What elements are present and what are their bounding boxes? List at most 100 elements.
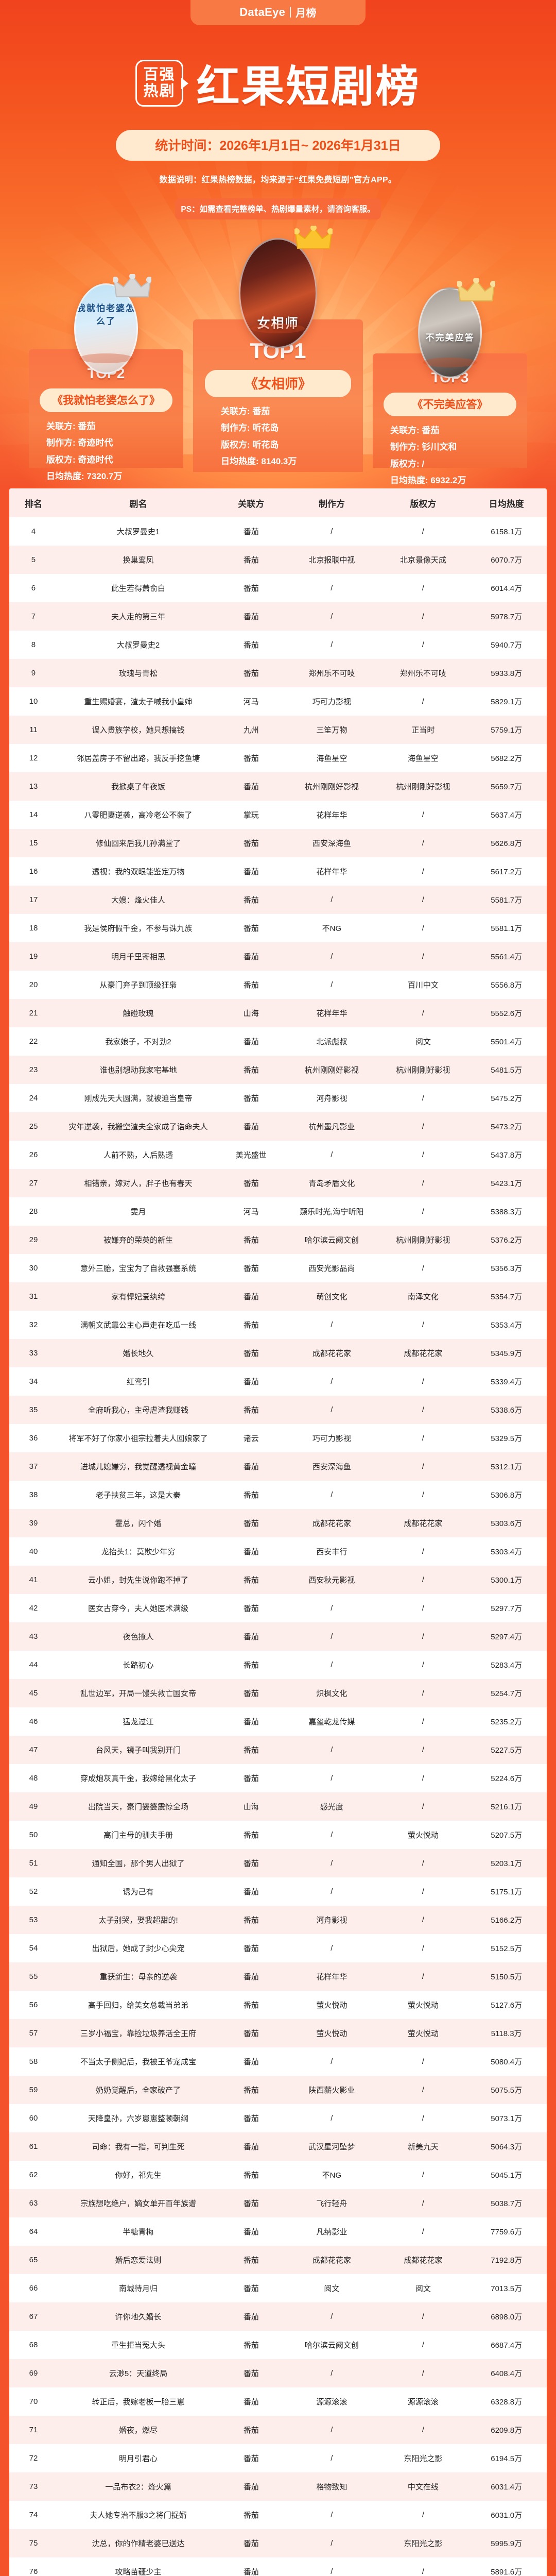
cell-copyright: /	[422, 810, 424, 819]
cell-producer: 花样年华	[316, 811, 348, 820]
cell-rank: 6	[31, 584, 36, 592]
cell-rank: 25	[29, 1122, 38, 1131]
table-row: 9 玫瑰与青松 番茄 郑州乐不可吱 郑州乐不可吱 5933.8万	[9, 659, 547, 687]
cell-producer: 杭州刚刚好影视	[304, 1066, 359, 1075]
cell-producer: 嘉玺乾龙传媒	[308, 1718, 355, 1726]
cell-rank: 10	[29, 697, 38, 706]
cell-producer: 西安深海鱼	[312, 839, 351, 848]
cell-heat: 5038.7万	[491, 2199, 523, 2208]
cell-rank: 35	[29, 1405, 38, 1414]
cell-rank: 51	[29, 1859, 38, 1868]
cell-rank: 76	[29, 2567, 38, 2576]
table-header-row: 排名 剧名 关联方 制作方 版权方 日均热度	[9, 488, 547, 517]
cell-rank: 41	[29, 1575, 38, 1584]
cell-producer: 西安秋元影视	[308, 1576, 355, 1585]
top3-producer: 制作方: 钐川文和	[390, 442, 457, 452]
cell-rank: 49	[29, 1802, 38, 1811]
cell-producer: 成都花花家	[312, 1349, 351, 1358]
table-row: 50 高门主母的驯夫手册 番茄 / 萤火悦动 5207.5万	[9, 1821, 547, 1849]
cell-related: 番茄	[243, 1746, 259, 1755]
cell-producer: /	[331, 2057, 333, 2066]
cell-rank: 30	[29, 1264, 38, 1273]
cell-related: 番茄	[243, 2256, 259, 2265]
cell-related: 番茄	[243, 868, 259, 876]
cell-producer: /	[331, 1745, 333, 1754]
cell-heat: 5166.2万	[491, 1916, 523, 1925]
cell-rank: 68	[29, 2341, 38, 2349]
cell-related: 番茄	[243, 2483, 259, 2492]
cell-copyright: /	[422, 1575, 424, 1584]
cell-copyright: 成都花花家	[404, 1519, 443, 1528]
cell-heat: 5617.2万	[491, 868, 523, 876]
cell-name: 婚夜，燃尽	[119, 2426, 158, 2435]
cell-related: 番茄	[243, 1973, 259, 1981]
table-row: 11 误入贵族学校，她只想搞钱 九州 三笙万物 正当时 5759.1万	[9, 716, 547, 744]
cell-related: 番茄	[243, 1378, 259, 1386]
cell-related: 番茄	[243, 2511, 259, 2520]
cell-heat: 5829.1万	[491, 698, 523, 706]
cell-name: 长路初心	[123, 1661, 154, 1670]
top3-meta: 关联方: 番茄 制作方: 钐川文和 版权方: / 日均热度: 6932.2万	[373, 422, 527, 488]
cell-producer: 巧可力影视	[312, 698, 351, 706]
cell-copyright: /	[422, 1916, 424, 1924]
cell-name: 南城待月归	[119, 2284, 158, 2293]
table-row: 51 通知全国，那个男人出狱了 番茄 / / 5203.1万	[9, 1849, 547, 1877]
cell-heat: 5303.6万	[491, 1519, 523, 1528]
cell-rank: 11	[29, 725, 38, 734]
cell-name: 高手回归，给美女总裁当弟弟	[88, 2001, 189, 2010]
cell-related: 番茄	[243, 1774, 259, 1783]
cell-copyright: /	[422, 1745, 424, 1754]
cell-producer: 炽枫文化	[316, 1689, 348, 1698]
brand-name: DataEye	[239, 5, 286, 19]
cell-producer: /	[331, 1944, 333, 1953]
dataeye-logo: DataEye 月榜	[239, 5, 317, 20]
top2-poster-text: 我就怕老婆怎么了	[77, 303, 135, 326]
table-row: 76 攻略苗疆少主 番茄 / / 5891.6万	[9, 2557, 547, 2576]
cell-heat: 5561.4万	[491, 953, 523, 961]
table-row: 56 高手回归，给美女总裁当弟弟 番茄 萤火悦动 萤火悦动 5127.6万	[9, 1991, 547, 2019]
cell-rank: 32	[29, 1320, 38, 1329]
cell-copyright: 南泽文化	[407, 1293, 439, 1301]
cell-rank: 43	[29, 1632, 38, 1641]
cell-name: 穿成炮灰真千金，我嫁给黑化太子	[80, 1774, 197, 1783]
cell-producer: 巧可力影视	[312, 1434, 351, 1443]
podium-top2: 我就怕老婆怎么了 TOP2 《我就怕老婆怎么了》 关联方: 番茄 制作方: 奇迹…	[24, 274, 188, 481]
cell-heat: 6031.0万	[491, 2511, 523, 2520]
cell-name: 玫瑰与青松	[119, 669, 158, 678]
table-row: 32 满朝文武靠公主心声走在吃瓜一线 番茄 / / 5353.4万	[9, 1311, 547, 1339]
cell-rank: 13	[29, 782, 38, 791]
cell-rank: 48	[29, 1774, 38, 1783]
table-row: 24 刚成先天大圆满，就被迫当皇帝 番茄 河舟影视 / 5475.2万	[9, 1084, 547, 1112]
top3-heat: 日均热度: 6932.2万	[390, 475, 466, 485]
cell-rank: 69	[29, 2369, 38, 2378]
table-body: 4 大叔罗曼史1 番茄 //6158.1万 5 换巢鸾凤 番茄 北京报联中视 北京景像天成 607…	[9, 517, 547, 2576]
cell-related: 番茄	[243, 981, 259, 990]
table-row: 46 猛龙过江 番茄 嘉玺乾龙传媒 / 5235.2万	[9, 1707, 547, 1736]
cell-name: 误入贵族学校，她只想搞钱	[92, 726, 185, 735]
cell-producer: /	[331, 952, 333, 961]
table-row: 15 修仙回来后我儿孙满堂了 番茄 西安深海鱼 / 5626.8万	[9, 829, 547, 857]
cell-rank: 14	[29, 810, 38, 819]
cell-rank: 26	[29, 1150, 38, 1159]
cell-producer: 萤火悦动	[316, 2029, 348, 2038]
table-row: 63 宗族想吃绝户，嫡女单开百年族谱 番茄 飞行轻舟 / 5038.7万	[9, 2189, 547, 2217]
cell-name: 出狱后，她成了封少心尖宠	[92, 1944, 185, 1953]
cell-heat: 6898.0万	[491, 2313, 523, 2321]
cell-heat: 7013.5万	[491, 2284, 523, 2293]
cell-heat: 6328.8万	[491, 2398, 523, 2406]
table-row: 70 转正后，我嫁老板一胎三崽 番茄 源源滚滚 源源滚滚 6328.8万	[9, 2387, 547, 2416]
table-row: 65 婚后恋爱法则 番茄 成都花花家 成都花花家 7192.8万	[9, 2246, 547, 2274]
cell-rank: 31	[29, 1292, 38, 1301]
cell-heat: 6014.4万	[491, 584, 523, 593]
table-row: 38 老子扶贫三年，这是大秦 番茄 / / 5306.8万	[9, 1481, 547, 1509]
source-note: 数据说明：红果热榜数据，均来源于“红果免费短剧”官方APP。	[159, 176, 397, 184]
cell-copyright: /	[422, 1689, 424, 1698]
badge-line-2: 热剧	[143, 83, 176, 99]
cell-heat: 5933.8万	[491, 669, 523, 678]
cell-copyright: 海鱼星空	[407, 754, 439, 763]
cell-heat: 5224.6万	[491, 1774, 523, 1783]
cell-name: 触碰玫瑰	[123, 1009, 154, 1018]
cell-heat: 6408.4万	[491, 2369, 523, 2378]
cell-heat: 5254.7万	[491, 1689, 523, 1698]
cell-rank: 75	[29, 2539, 38, 2548]
